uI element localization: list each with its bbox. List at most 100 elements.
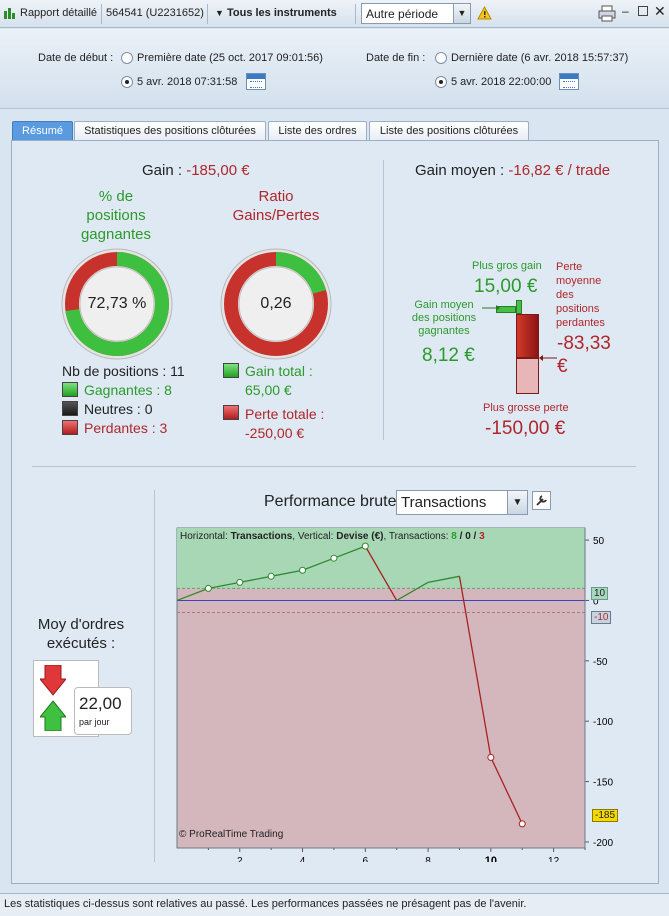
avg-gain-row: Gain moyen : -16,82 € / trade [415, 162, 610, 179]
avg-loss-label: Perte moyenne des positions perdantes [556, 261, 605, 329]
warning-icon [477, 5, 492, 23]
performance-select[interactable]: Transactions ▼ [396, 490, 528, 515]
avg-gain-label: Gain moyen : [415, 162, 505, 179]
tab-closed-positions[interactable]: Liste des positions clôturées [369, 121, 529, 140]
y-tick-label: -200 [593, 838, 613, 849]
print-icon[interactable] [598, 5, 616, 25]
instruments-dropdown[interactable]: ▼ Tous les instruments [215, 7, 337, 19]
series-segment [176, 587, 209, 602]
close-icon[interactable]: ✕ [654, 3, 666, 19]
x-tick-label: 4 [300, 856, 306, 862]
orders-label: Moy d'ordres exécutés : [37, 616, 125, 652]
header-h: Horizontal: [180, 531, 228, 542]
end-calendar-icon[interactable] [559, 73, 579, 90]
instruments-label: Tous les instruments [226, 7, 337, 19]
start-first-date-label[interactable]: Première date (25 oct. 2017 09:01:56) [137, 52, 323, 64]
max-gain-bar [516, 300, 522, 314]
start-first-date-radio[interactable] [121, 52, 133, 64]
series-segment [458, 576, 492, 758]
data-point [487, 753, 495, 761]
loss-total-label: Perte totale : [245, 406, 325, 422]
minimize-icon[interactable]: – [622, 4, 629, 18]
max-loss-bar [516, 358, 539, 394]
period-value: Autre période [366, 7, 439, 21]
y-tick-label: 50 [593, 536, 605, 547]
chevron-down-icon[interactable]: ▼ [507, 491, 527, 514]
date-range-panel: Date de début : Première date (25 oct. 2… [0, 29, 669, 109]
end-last-date-label[interactable]: Dernière date (6 avr. 2018 15:57:37) [451, 52, 629, 64]
gain-value: -185,00 € [186, 162, 250, 179]
end-custom-date-radio[interactable] [435, 76, 447, 88]
data-point [330, 554, 338, 562]
tab-closed-stats[interactable]: Statistiques des positions clôturées [74, 121, 266, 140]
performance-select-value: Transactions [401, 494, 487, 511]
header-neutral: 0 [465, 531, 471, 542]
start-custom-date-label[interactable]: 5 avr. 2018 07:31:58 [137, 76, 238, 88]
report-title[interactable]: Rapport détaillé [20, 7, 98, 19]
avg-gain-value: -16,82 € / trade [508, 162, 611, 179]
series-segment [396, 581, 429, 602]
chart-header: Horizontal: Transactions, Vertical: Devi… [180, 531, 485, 542]
start-calendar-icon[interactable] [246, 73, 266, 90]
series-segment [271, 569, 303, 577]
series-segment [208, 581, 240, 590]
gain-label: Gain : [142, 162, 183, 179]
divider [32, 466, 636, 467]
orders-value: 22,00 [79, 694, 122, 713]
status-bar: Les statistiques ci-dessus sont relative… [0, 893, 669, 916]
end-last-date-radio[interactable] [435, 52, 447, 64]
end-custom-date-label[interactable]: 5 avr. 2018 22:00:00 [451, 76, 552, 88]
separator [355, 4, 356, 24]
header-v-value: Devise (€) [336, 531, 384, 542]
data-point [299, 566, 307, 574]
nb-positions: Nb de positions : 11 [62, 363, 185, 379]
period-select[interactable]: Autre période ▼ [361, 3, 471, 24]
max-loss-value: -150,00 € [485, 418, 566, 439]
avg-win-value: 8,12 € [422, 345, 475, 366]
x-tick-label: 6 [363, 856, 369, 862]
series-segment [302, 557, 335, 571]
tag-bottom: -10 [591, 611, 612, 624]
y-tick-label: 0 [593, 596, 599, 607]
divider [383, 160, 384, 440]
avg-win-label: Gain moyen des positions gagnantes [411, 299, 477, 337]
neutral-swatch [62, 401, 78, 416]
account-label[interactable]: 564541 (U2231652) [106, 7, 204, 19]
end-date-label: Date de fin : [366, 52, 426, 64]
ratio-title: Ratio Gains/Pertes [232, 188, 320, 224]
win-pct-value: 72,73 % [87, 295, 147, 312]
win-pct-donut [61, 248, 173, 360]
y-tick-label: -100 [593, 717, 613, 728]
data-point [518, 820, 526, 828]
loss-total-value: -250,00 € [245, 425, 305, 441]
maximize-icon[interactable] [638, 6, 648, 16]
losers-count: Perdantes : 3 [84, 420, 168, 436]
header-sep: / [459, 531, 463, 542]
series-segment [333, 545, 366, 559]
avg-loss-bar [516, 314, 539, 358]
header-t: , Transactions: [383, 531, 449, 542]
report-icon [3, 7, 17, 20]
gain-total-swatch [223, 363, 239, 378]
arrow-left-icon [539, 355, 557, 361]
header-sep: / [473, 531, 477, 542]
gain-total-label: Gain total : [245, 363, 313, 379]
wrench-icon[interactable] [532, 491, 551, 510]
tab-resume[interactable]: Résumé [12, 121, 73, 140]
winners-count: Gagnantes : 8 [84, 382, 172, 398]
data-point [236, 578, 244, 586]
gain-total-value: 65,00 € [245, 382, 292, 398]
neutral-count: Neutres : 0 [84, 401, 153, 417]
donut-win-arc [224, 252, 328, 356]
start-custom-date-radio[interactable] [121, 76, 133, 88]
ratio-value: 0,26 [260, 295, 292, 312]
x-tick-label: 10 [485, 855, 497, 862]
tab-orders[interactable]: Liste des ordres [268, 121, 367, 140]
chevron-down-icon[interactable]: ▼ [453, 4, 470, 23]
start-date-label: Date de début : [38, 52, 114, 64]
performance-label: Performance brute [264, 493, 397, 510]
header-v: , Vertical: [292, 531, 334, 542]
chart-copyright: © ProRealTime Trading [179, 829, 284, 840]
series-segment [490, 757, 523, 825]
divider [154, 490, 155, 862]
